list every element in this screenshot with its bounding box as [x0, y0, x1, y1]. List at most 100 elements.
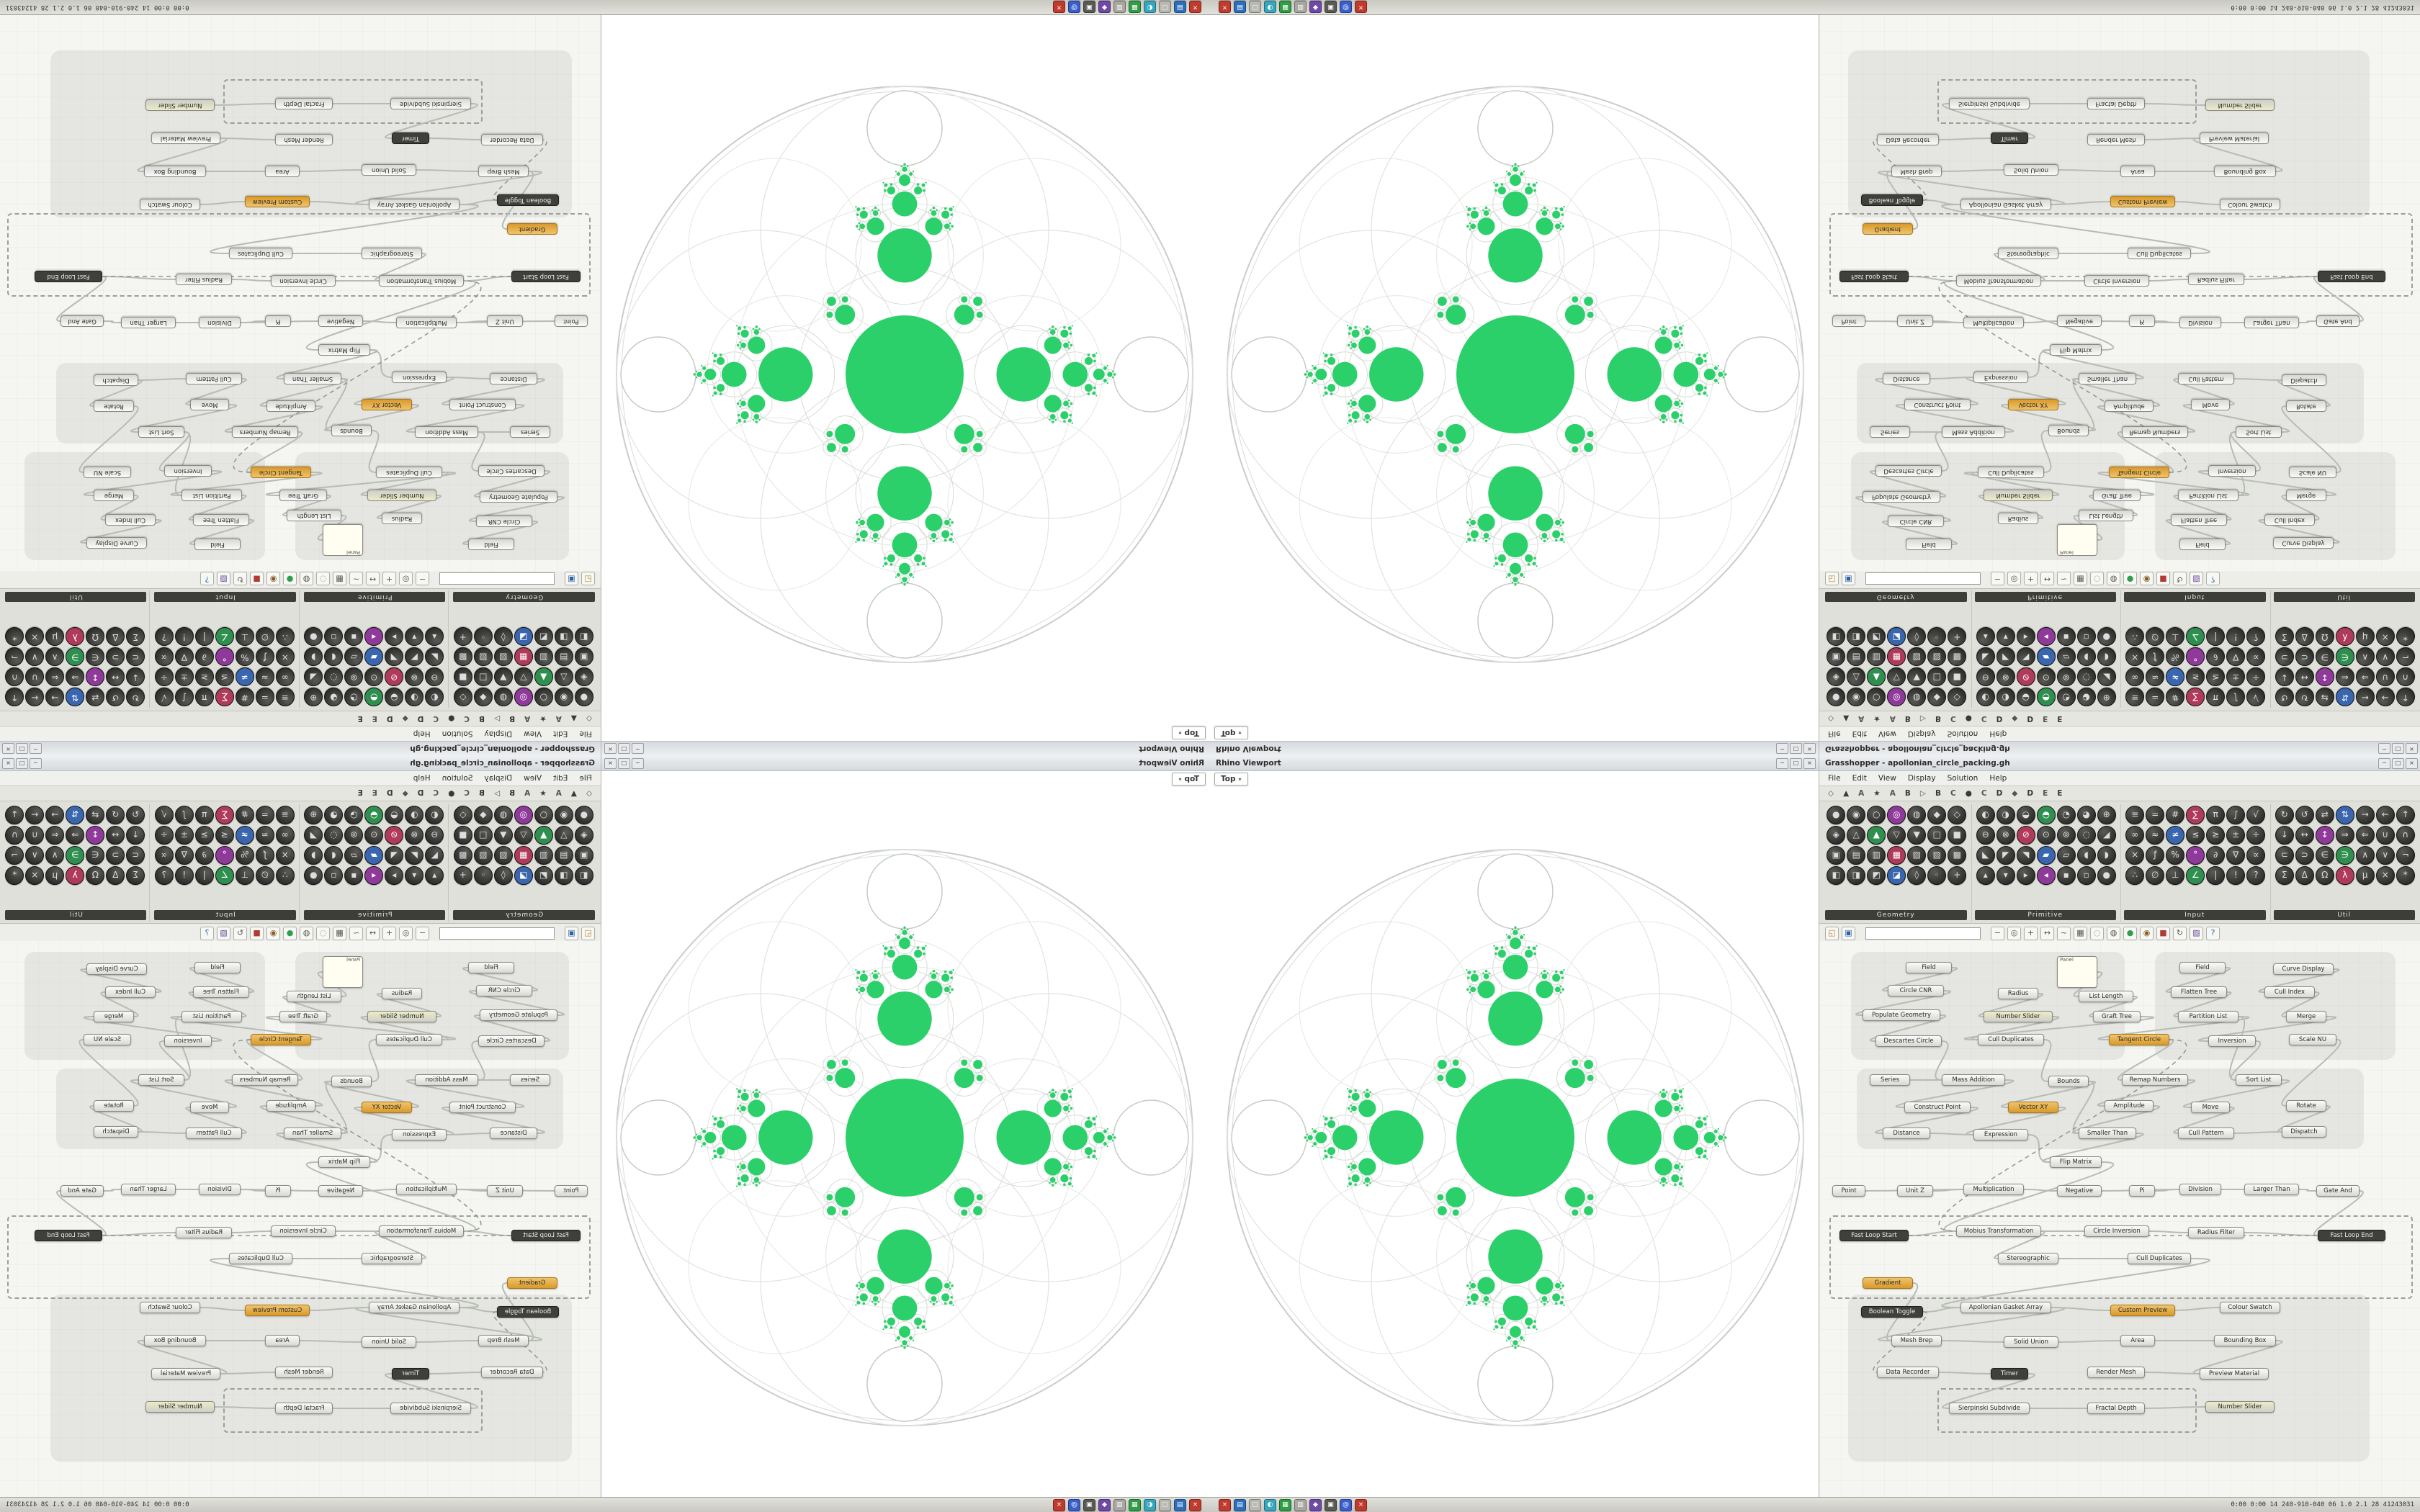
- input-param-icon[interactable]: ∂: [2206, 647, 2226, 666]
- primitive-param-icon[interactable]: ▰: [364, 647, 384, 666]
- util-param-icon[interactable]: Δ: [106, 627, 125, 646]
- primitive-param-icon[interactable]: ◑: [1996, 806, 2015, 824]
- util-param-icon[interactable]: ¬: [5, 647, 24, 666]
- util-param-icon[interactable]: µ: [45, 627, 65, 646]
- input-param-icon[interactable]: √: [2246, 806, 2266, 824]
- gh-node[interactable]: Field: [468, 539, 514, 550]
- gh-node[interactable]: Gradient: [1863, 223, 1913, 235]
- save-file-icon[interactable]: ▣: [565, 572, 578, 586]
- geometry-param-icon[interactable]: ●: [1827, 806, 1846, 824]
- gh-node[interactable]: Pi: [265, 1185, 291, 1197]
- geometry-param-icon[interactable]: ▧: [493, 647, 513, 666]
- geometry-param-icon[interactable]: ▧: [1907, 846, 1927, 865]
- component-tab-4[interactable]: A: [1889, 714, 1896, 723]
- gh-node[interactable]: Circle CNR: [1888, 985, 1944, 996]
- gh-node[interactable]: Fast Loop Start: [1839, 271, 1909, 282]
- gh-node[interactable]: Cull Pattern: [2178, 373, 2234, 384]
- gh-node[interactable]: Field: [2179, 539, 2226, 550]
- gh-node[interactable]: Graft Tree: [279, 490, 327, 501]
- gh-node[interactable]: Field: [468, 962, 514, 973]
- geometry-param-icon[interactable]: ▤: [1847, 647, 1866, 666]
- primitive-param-icon[interactable]: ◓: [2036, 688, 2056, 706]
- gh-node[interactable]: Unit Z: [1897, 1185, 1933, 1197]
- gh-node[interactable]: Merge: [94, 490, 134, 501]
- util-param-icon[interactable]: ∧: [2355, 647, 2375, 666]
- gh-node[interactable]: Point: [1832, 1185, 1865, 1197]
- gh-node[interactable]: Sierpinski Subdivide: [1949, 98, 2030, 109]
- input-param-icon[interactable]: ≠: [2166, 667, 2185, 686]
- util-param-icon[interactable]: ×: [25, 866, 45, 885]
- gh-node[interactable]: Radius: [1998, 988, 2038, 999]
- geometry-param-icon[interactable]: ▦: [514, 647, 533, 666]
- primitive-param-icon[interactable]: ▰: [2036, 846, 2056, 865]
- input-param-icon[interactable]: ±: [174, 667, 194, 686]
- input-param-icon[interactable]: ×: [2125, 647, 2145, 666]
- gh-node[interactable]: Negative: [2057, 1185, 2102, 1197]
- geometry-param-icon[interactable]: □: [1927, 826, 1947, 845]
- gh-node[interactable]: Construct Point: [449, 1102, 516, 1113]
- close-session-icon[interactable]: ×: [1189, 1498, 1201, 1511]
- gh-node[interactable]: Negative: [318, 1185, 363, 1197]
- primitive-param-icon[interactable]: ⊕: [304, 688, 323, 706]
- preview-off-icon[interactable]: ◌: [316, 926, 330, 940]
- gh-node[interactable]: Partition List: [182, 1011, 242, 1022]
- gh-node[interactable]: Number Slider: [367, 1011, 436, 1022]
- gh-canvas[interactable]: Field Panel Field Curve Display Circle CNR Ra…: [0, 940, 601, 1497]
- util-param-icon[interactable]: ∨: [25, 846, 45, 865]
- gh-node[interactable]: Data Recorder: [1877, 134, 1939, 145]
- util-param-icon[interactable]: µ: [2355, 866, 2375, 885]
- gh-node[interactable]: Pi: [265, 315, 291, 327]
- gradient-icon[interactable]: ▨: [2190, 926, 2203, 940]
- geometry-param-icon[interactable]: ▽: [514, 667, 533, 686]
- gh-node[interactable]: Circle CNR: [476, 516, 532, 527]
- util-param-icon[interactable]: ↓: [2275, 826, 2294, 845]
- util-param-icon[interactable]: ∨: [25, 647, 45, 666]
- gh-node[interactable]: Scale NU: [84, 1034, 131, 1045]
- util-param-icon[interactable]: ∋: [2335, 647, 2354, 666]
- markers-icon[interactable]: ▦: [333, 572, 346, 586]
- gh-node[interactable]: Smaller Than: [284, 1128, 341, 1139]
- gh-node[interactable]: Sort List: [2236, 426, 2282, 438]
- geometry-param-icon[interactable]: +: [453, 866, 472, 885]
- util-param-icon[interactable]: ∋: [66, 647, 85, 666]
- save-file-icon[interactable]: ▣: [565, 926, 578, 940]
- util-param-icon[interactable]: ⇅: [2335, 688, 2354, 706]
- primitive-param-icon[interactable]: ⊖: [425, 667, 444, 686]
- util-param-icon[interactable]: →: [2355, 688, 2375, 706]
- input-param-icon[interactable]: ∂: [2206, 846, 2226, 865]
- component-tab-2[interactable]: A: [555, 714, 562, 723]
- input-param-icon[interactable]: =: [2146, 688, 2165, 706]
- input-param-icon[interactable]: ∅: [255, 866, 274, 885]
- gh-node[interactable]: Scale NU: [2289, 467, 2336, 478]
- primitive-param-icon[interactable]: ⊚: [2056, 826, 2076, 845]
- chat-app-icon[interactable]: ▦: [1279, 1, 1291, 14]
- input-param-icon[interactable]: π: [2206, 688, 2226, 706]
- util-param-icon[interactable]: λ: [2335, 866, 2354, 885]
- gh-node[interactable]: Timer: [392, 132, 429, 144]
- bake-icon[interactable]: ◉: [2140, 926, 2154, 940]
- geometry-param-icon[interactable]: ◎: [1887, 806, 1906, 824]
- gh-node[interactable]: Rotate: [2286, 1100, 2326, 1112]
- gh-node[interactable]: Cull Duplicates: [2128, 248, 2191, 259]
- input-param-icon[interactable]: %: [2166, 846, 2185, 865]
- save-file-icon[interactable]: ▣: [1842, 926, 1855, 940]
- component-tab-0[interactable]: ◇: [1828, 789, 1834, 798]
- gh-node[interactable]: Dispatch: [2282, 1126, 2326, 1138]
- input-param-icon[interactable]: √: [154, 806, 174, 824]
- gh-node[interactable]: Vector XY: [362, 1102, 412, 1113]
- gh-node[interactable]: Panel: [2057, 524, 2097, 556]
- primitive-param-icon[interactable]: ▪: [344, 627, 364, 646]
- input-param-icon[interactable]: ±: [174, 826, 194, 845]
- input-param-icon[interactable]: !: [174, 627, 194, 646]
- gh-node[interactable]: Cull Duplicates: [2128, 1253, 2191, 1264]
- primitive-param-icon[interactable]: ◖: [324, 846, 344, 865]
- input-param-icon[interactable]: %: [2166, 647, 2185, 666]
- geometry-param-icon[interactable]: ◉: [1847, 688, 1866, 706]
- gh-node[interactable]: Number Slider: [2205, 99, 2275, 111]
- gh-node[interactable]: Division: [2179, 1184, 2221, 1195]
- gh-node[interactable]: Dispatch: [2282, 374, 2326, 386]
- open-file-icon[interactable]: ◱: [1825, 926, 1839, 940]
- input-param-icon[interactable]: ƒ: [2146, 846, 2165, 865]
- input-param-icon[interactable]: ⊥: [2166, 866, 2185, 885]
- recompute-icon[interactable]: ↻: [233, 572, 247, 586]
